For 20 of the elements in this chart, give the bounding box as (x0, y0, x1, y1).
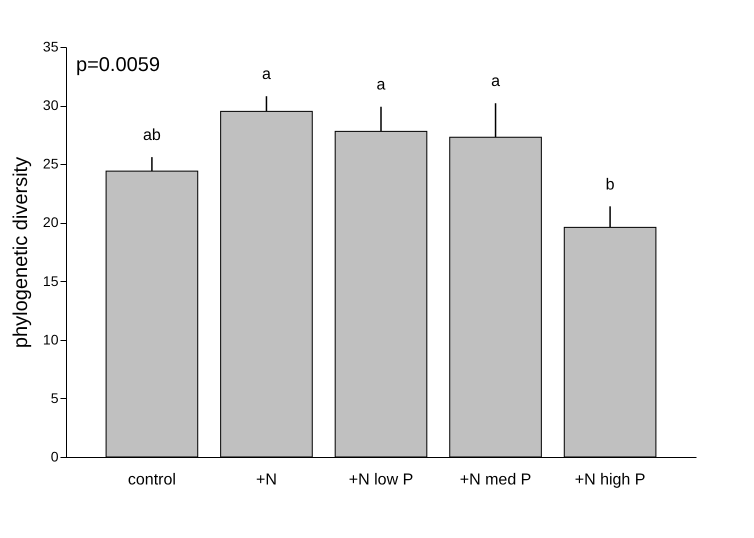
annotation: b (606, 176, 615, 194)
annotation: p=0.0059 (76, 54, 160, 76)
y-tick-label: 20 (42, 214, 59, 230)
y-tick-label: 35 (42, 38, 59, 54)
y-tick-label: 25 (42, 156, 59, 172)
x-tick-label: +N low P (348, 472, 414, 488)
y-tick-label: 15 (42, 272, 59, 289)
y-tick-label: 5 (50, 390, 59, 406)
annotation: a (376, 76, 386, 94)
y-axis-title: phylogenetic diversity (10, 156, 32, 348)
x-tick-label: +N med P (460, 472, 532, 488)
annotation: a (491, 73, 500, 90)
y-tick-label: 0 (50, 448, 59, 464)
y-tick-label: 10 (42, 331, 59, 348)
x-tick-label: +N (256, 472, 277, 488)
annotation: ab (143, 127, 161, 144)
x-tick-label: +N high P (574, 472, 646, 488)
x-tick-label: control (128, 472, 176, 488)
y-tick-label: 30 (42, 97, 59, 114)
annotation: a (262, 66, 271, 84)
